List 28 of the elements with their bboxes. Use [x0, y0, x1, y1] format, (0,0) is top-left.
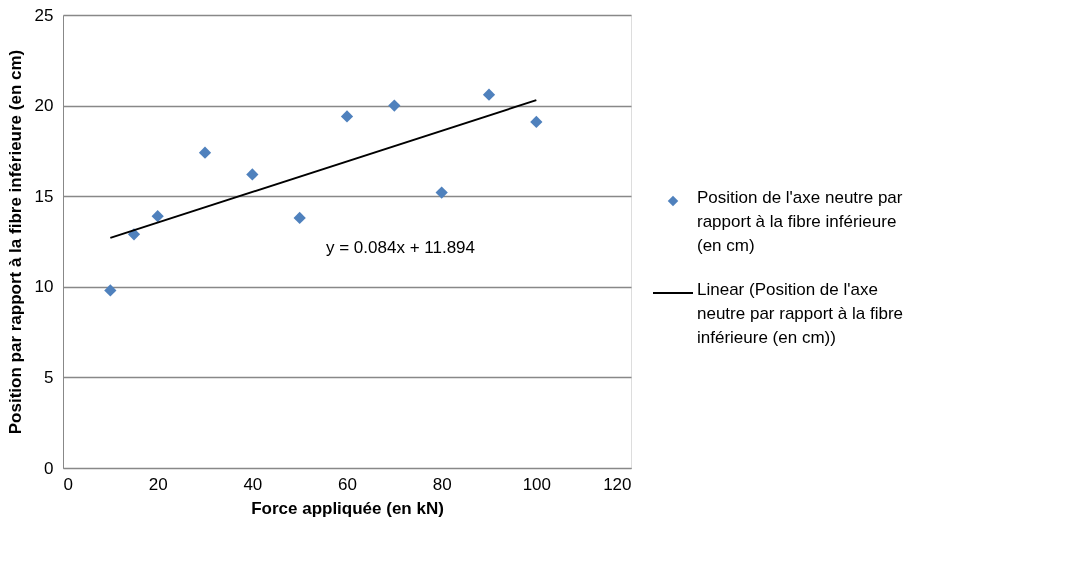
point	[435, 186, 448, 199]
y-tick-label: 25	[34, 5, 54, 25]
annotation: y = 0.084x + 11.894	[326, 238, 476, 257]
y-tick-label: 20	[34, 96, 54, 116]
x-tick-label: 20	[148, 474, 168, 494]
x-tick-label: 120	[603, 474, 632, 494]
point	[530, 115, 543, 129]
x-tick-label: 40	[243, 474, 263, 494]
x-tick-label: 0	[63, 474, 73, 494]
x-tick-label: 80	[432, 474, 452, 494]
x-tick-label: 100	[522, 474, 552, 494]
point	[340, 110, 354, 123]
y-tick-label: 0	[44, 458, 54, 478]
point	[482, 88, 496, 101]
point	[246, 168, 259, 181]
legend-label: Position de l'axe neutre par rapport à la fibre inférieure (en cm)	[697, 188, 903, 255]
x-tick-label: 60	[338, 474, 357, 494]
y-axis-title: Position par rapport à la fibre inférieure (en cm)	[5, 49, 25, 435]
point	[388, 99, 401, 112]
point	[151, 210, 164, 223]
legend-label: Linear (Position de l'axe neutre par rapport à la fibre inférieure (en cm))	[697, 280, 904, 347]
x-axis-title: Force appliquée (en kN)	[251, 498, 444, 518]
point	[104, 284, 117, 297]
y-tick-label: 15	[34, 186, 54, 206]
point	[198, 146, 212, 159]
y-tick-label: 10	[34, 277, 54, 297]
point	[293, 211, 306, 225]
y-tick-label: 5	[44, 367, 54, 387]
